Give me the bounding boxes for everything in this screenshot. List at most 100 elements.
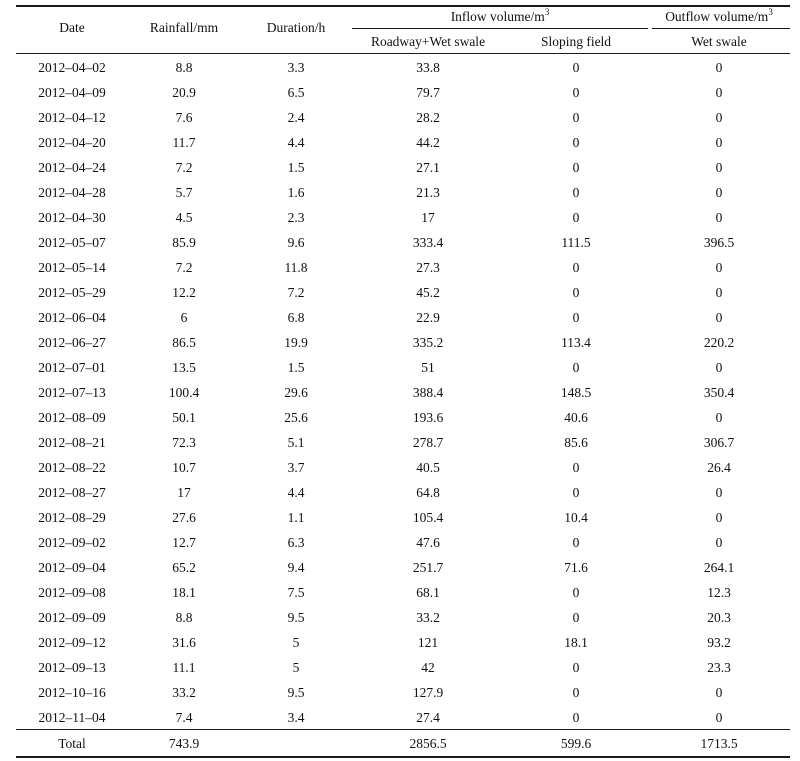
cell-date: 2012–08–21	[38, 435, 106, 450]
cell-date: 2012–08–09	[38, 410, 106, 425]
cell-inflow-sloping: 71.6	[564, 560, 588, 575]
cell-inflow-roadway: 79.7	[416, 85, 440, 100]
cell-date: 2012–09–08	[38, 585, 106, 600]
cell-duration: 6.3	[287, 535, 305, 550]
cell-inflow-roadway: 40.5	[416, 460, 440, 475]
cell-date: 2012–04–02	[38, 60, 106, 75]
cell-date: 2012–09–12	[38, 635, 106, 650]
cell-rainfall: 20.9	[172, 85, 196, 100]
total-rainfall: 743.9	[168, 736, 200, 751]
cell-inflow-sloping: 0	[572, 660, 580, 675]
cell-rainfall: 7.4	[175, 710, 193, 725]
cell-inflow-sloping: 40.6	[564, 410, 588, 425]
cell-inflow-sloping: 10.4	[564, 510, 588, 525]
cell-outflow-wet-swale: 0	[715, 485, 723, 500]
cell-inflow-roadway: 42	[421, 660, 435, 675]
cell-outflow-wet-swale: 0	[715, 85, 723, 100]
cell-rainfall: 13.5	[172, 360, 196, 375]
cell-duration: 29.6	[284, 385, 308, 400]
cell-outflow-wet-swale: 93.2	[707, 635, 731, 650]
cell-date: 2012–09–09	[38, 610, 106, 625]
cell-outflow-wet-swale: 0	[715, 360, 723, 375]
cell-outflow-wet-swale: 396.5	[703, 235, 735, 250]
cell-inflow-roadway: 335.2	[412, 335, 444, 350]
cell-date: 2012–04–30	[38, 210, 106, 225]
cell-inflow-sloping: 0	[572, 185, 580, 200]
cell-inflow-roadway: 27.4	[416, 710, 440, 725]
cell-duration: 4.4	[287, 485, 305, 500]
cell-date: 2012–04–12	[38, 110, 106, 125]
cell-outflow-wet-swale: 0	[715, 510, 723, 525]
cell-duration: 1.5	[287, 360, 305, 375]
header-inflow-label: Inflow volume/m	[450, 9, 545, 24]
cell-inflow-sloping: 0	[572, 585, 580, 600]
cell-date: 2012–09–04	[38, 560, 106, 575]
cell-rainfall: 8.8	[175, 60, 193, 75]
cell-rainfall: 33.2	[172, 685, 196, 700]
cell-date: 2012–04–24	[38, 160, 106, 175]
cell-inflow-sloping: 18.1	[564, 635, 588, 650]
total-duration	[240, 731, 352, 756]
cell-outflow-wet-swale: 0	[715, 60, 723, 75]
cell-rainfall: 65.2	[172, 560, 196, 575]
cell-duration: 5	[292, 660, 300, 675]
bottom-rule	[16, 756, 790, 758]
cell-rainfall: 85.9	[172, 235, 196, 250]
header-inflow-group: Inflow volume/m3	[352, 6, 648, 25]
cell-duration: 5.1	[287, 435, 305, 450]
cell-outflow-wet-swale: 26.4	[707, 460, 731, 475]
cell-outflow-wet-swale: 0	[715, 535, 723, 550]
cell-date: 2012–04–09	[38, 85, 106, 100]
header-inflow-unit-exp: 3	[544, 6, 550, 17]
header-outflow-group: Outflow volume/m3	[648, 7, 790, 25]
cell-outflow-wet-swale: 0	[715, 260, 723, 275]
cell-date: 2012–09–02	[38, 535, 106, 550]
cell-duration: 3.4	[287, 710, 305, 725]
cell-rainfall: 5.7	[175, 185, 193, 200]
cell-rainfall: 27.6	[172, 510, 196, 525]
cell-outflow-wet-swale: 0	[715, 135, 723, 150]
cell-inflow-roadway: 27.1	[416, 160, 440, 175]
cell-date: 2012–08–27	[38, 485, 106, 500]
total-separator-rule	[16, 729, 790, 730]
header-outflow-wet-swale: Wet swale	[691, 34, 747, 49]
cell-inflow-roadway: 68.1	[416, 585, 440, 600]
cell-duration: 19.9	[284, 335, 308, 350]
cell-inflow-roadway: 105.4	[412, 510, 444, 525]
cell-inflow-roadway: 44.2	[416, 135, 440, 150]
cell-date: 2012–05–29	[38, 285, 106, 300]
header-sloping-field: Sloping field	[540, 34, 612, 49]
cell-date: 2012–06–27	[38, 335, 106, 350]
cell-outflow-wet-swale: 0	[715, 185, 723, 200]
cell-outflow-wet-swale: 0	[715, 285, 723, 300]
cell-inflow-sloping: 0	[572, 260, 580, 275]
cell-duration: 7.5	[287, 585, 305, 600]
cell-rainfall: 10.7	[172, 460, 196, 475]
cell-rainfall: 12.7	[172, 535, 196, 550]
cell-inflow-sloping: 0	[572, 710, 580, 725]
cell-date: 2012–07–13	[38, 385, 106, 400]
cell-inflow-sloping: 0	[572, 110, 580, 125]
cell-date: 2012–09–13	[38, 660, 106, 675]
cell-date: 2012–07–01	[38, 360, 106, 375]
cell-duration: 11.8	[284, 260, 308, 275]
cell-inflow-sloping: 111.5	[561, 235, 591, 250]
cell-inflow-sloping: 0	[572, 310, 580, 325]
total-outflow-wet-swale: 1713.5	[700, 736, 738, 751]
cell-outflow-wet-swale: 0	[715, 110, 723, 125]
cell-rainfall: 8.8	[175, 610, 193, 625]
cell-outflow-wet-swale: 0	[715, 685, 723, 700]
header-roadway-wet-swale: Roadway+Wet swale	[370, 34, 486, 49]
cell-duration: 9.6	[287, 235, 305, 250]
cell-inflow-sloping: 0	[572, 485, 580, 500]
top-rule	[16, 5, 790, 7]
cell-date: 2012–06–04	[38, 310, 106, 325]
cell-inflow-roadway: 17	[421, 210, 435, 225]
cell-duration: 4.4	[287, 135, 305, 150]
cell-date: 2012–11–04	[38, 710, 106, 725]
cell-inflow-roadway: 193.6	[412, 410, 444, 425]
cell-inflow-roadway: 33.8	[416, 60, 440, 75]
cell-inflow-sloping: 0	[572, 135, 580, 150]
cell-inflow-roadway: 27.3	[416, 260, 440, 275]
cell-duration: 6.5	[287, 85, 305, 100]
